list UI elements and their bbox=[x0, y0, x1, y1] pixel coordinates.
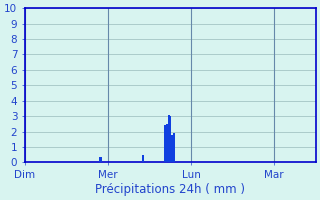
Bar bbox=[142, 155, 144, 162]
Bar bbox=[173, 133, 175, 162]
Bar bbox=[170, 116, 171, 162]
Bar bbox=[166, 124, 168, 162]
Bar bbox=[168, 115, 170, 162]
Bar bbox=[100, 157, 102, 162]
Bar bbox=[164, 125, 166, 162]
Bar bbox=[171, 135, 173, 162]
X-axis label: Précipitations 24h ( mm ): Précipitations 24h ( mm ) bbox=[95, 183, 245, 196]
Bar bbox=[99, 157, 100, 162]
